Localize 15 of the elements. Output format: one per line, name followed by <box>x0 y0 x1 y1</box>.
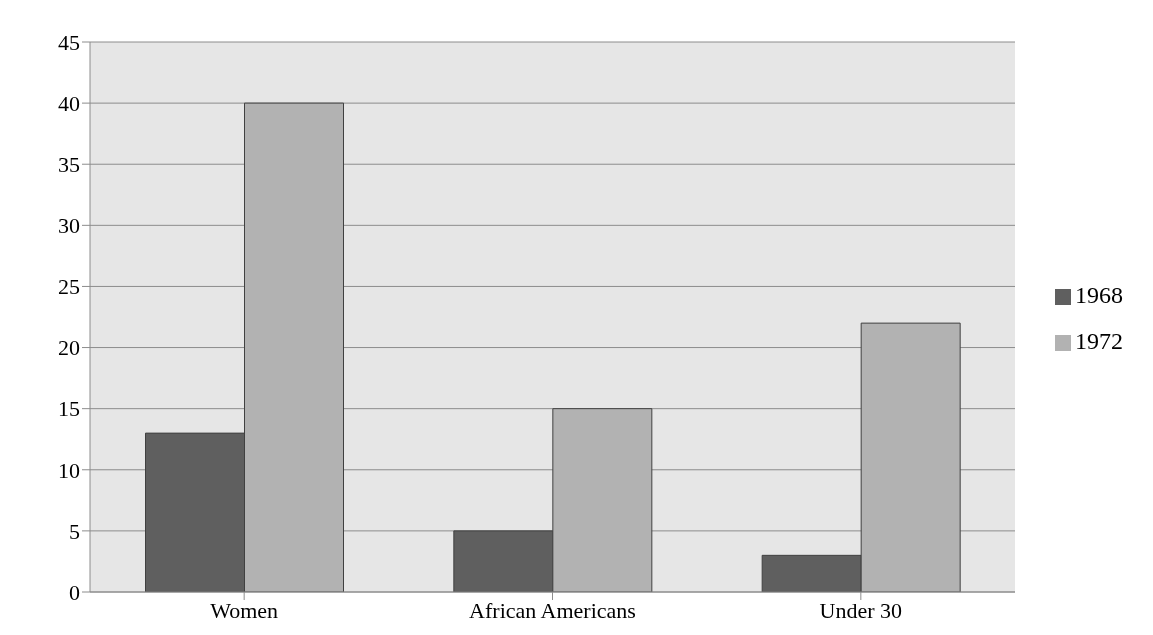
y-tick-label: 30 <box>58 213 80 239</box>
legend-label: 1972 <box>1075 327 1123 354</box>
x-tick-label: African Americans <box>469 597 636 623</box>
y-tick-label: 10 <box>58 457 80 483</box>
x-tick-label: Women <box>210 597 279 623</box>
x-tick-label: Under 30 <box>819 597 903 623</box>
y-tick-label: 25 <box>58 274 80 300</box>
y-tick-label: 15 <box>58 396 80 422</box>
y-tick-label: 5 <box>69 518 80 544</box>
y-tick-label: 20 <box>58 335 80 361</box>
y-tick-label: 0 <box>69 579 80 605</box>
y-tick-label: 35 <box>58 152 80 178</box>
y-tick-label: 40 <box>58 90 80 116</box>
legend-label: 1968 <box>1075 281 1123 308</box>
y-tick-label: 45 <box>58 29 80 55</box>
